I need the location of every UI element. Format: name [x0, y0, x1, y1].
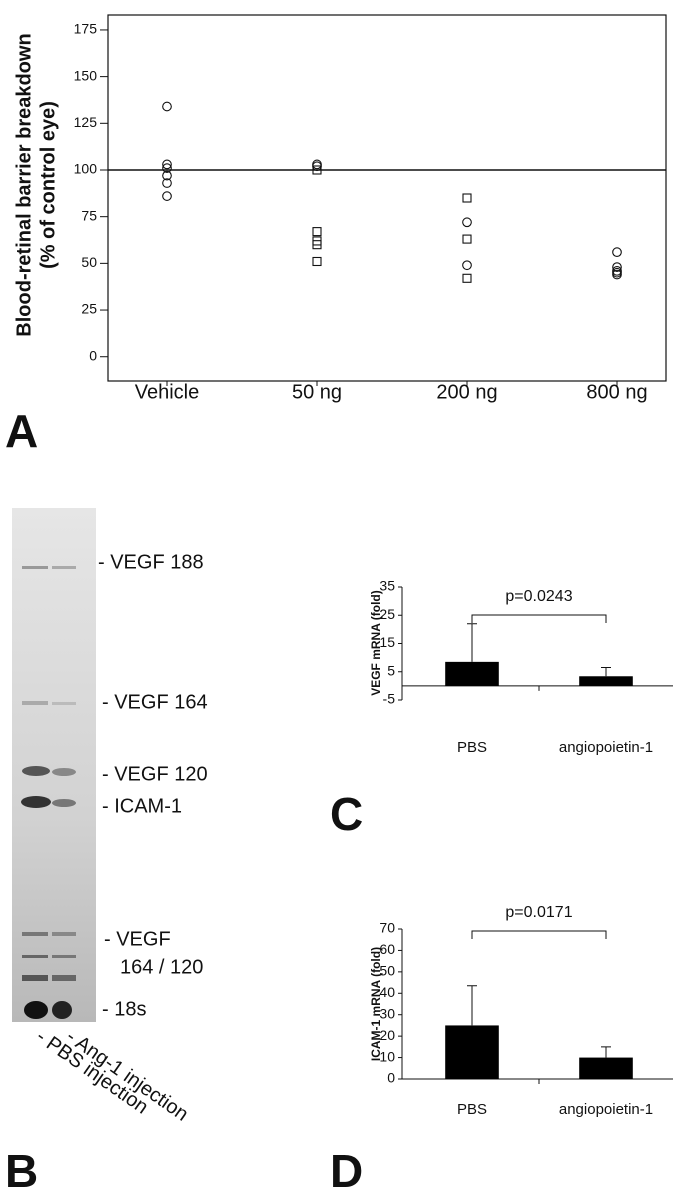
bar: [579, 676, 633, 686]
y-tick-label: 50: [81, 254, 97, 270]
y-tick-label: 35: [379, 578, 395, 594]
panel-label: C: [330, 788, 363, 840]
plot-frame: [107, 14, 667, 382]
annotation: p=0.0171: [505, 904, 572, 921]
band-label: - VEGF 188: [98, 551, 204, 573]
point: [162, 163, 172, 173]
y-tick-label: 70: [379, 920, 395, 936]
y-tick-label: -5: [383, 691, 396, 707]
bar: [445, 661, 499, 686]
y-axis-label: Blood-retinal barrier breakdown: [13, 33, 35, 336]
y-tick-label: 0: [387, 1070, 395, 1086]
point: [162, 101, 172, 112]
x-tick-label: PBS: [457, 739, 487, 756]
significance-bracket: [471, 930, 607, 939]
panel-label: D: [330, 1145, 363, 1197]
x-tick-label: angiopoietin-1: [559, 1101, 653, 1118]
band-label: - ICAM-1: [102, 795, 182, 817]
y-tick-label: 20: [379, 1027, 395, 1043]
y-tick-label: 25: [81, 301, 97, 317]
band-label: 164 / 120: [120, 956, 203, 978]
y-tick-label: 60: [379, 941, 395, 957]
point: [612, 267, 622, 278]
x-tick-label: Vehicle: [135, 381, 200, 403]
y-tick-label: 40: [379, 984, 395, 1000]
panel-label: A: [5, 405, 38, 457]
point: [162, 191, 172, 201]
y-tick-label: 0: [89, 347, 97, 363]
x-tick-label: 800 ng: [586, 381, 647, 403]
point: [312, 240, 322, 250]
point: [612, 262, 622, 272]
gel-image: [12, 508, 96, 1022]
point: [312, 165, 322, 175]
y-tick-label: 15: [379, 634, 395, 650]
y-axis-label: (% of control eye): [37, 101, 59, 269]
y-tick-label: 125: [74, 114, 98, 130]
point: [462, 260, 472, 271]
point: [162, 170, 172, 181]
x-tick-label: 200 ng: [436, 381, 497, 403]
panel-label: B: [5, 1145, 38, 1197]
y-axis-label: VEGF mRNA (fold): [369, 590, 383, 696]
point: [312, 256, 322, 267]
band-label: - VEGF 120: [102, 763, 208, 785]
point: [462, 217, 472, 228]
band-label: - 18s: [102, 998, 146, 1020]
error-bar: [601, 667, 611, 677]
point: [612, 247, 622, 258]
error-bar: [467, 985, 477, 1026]
point: [462, 234, 472, 244]
point: [462, 193, 472, 203]
y-axis-label: ICAM-1 mRNA (fold): [369, 947, 383, 1061]
point: [162, 159, 172, 170]
band-label: - VEGF 164: [102, 691, 208, 713]
point: [162, 178, 172, 188]
error-bar: [601, 1046, 611, 1058]
y-tick-label: 100: [74, 161, 98, 177]
y-tick-label: 10: [379, 1048, 395, 1064]
band-label: - VEGF: [104, 928, 171, 950]
x-tick-label: 50 ng: [292, 381, 342, 403]
y-tick-label: 50: [379, 963, 395, 979]
y-tick-label: 30: [379, 1005, 395, 1021]
bar: [445, 1025, 499, 1079]
y-tick-label: 25: [379, 606, 395, 622]
point: [462, 273, 472, 283]
error-bar: [467, 623, 477, 662]
x-tick-label: angiopoietin-1: [559, 739, 653, 756]
point: [312, 159, 322, 170]
y-tick-label: 175: [74, 21, 98, 37]
bar: [579, 1057, 633, 1079]
significance-bracket: [471, 614, 607, 623]
point: [312, 227, 322, 237]
point: [612, 269, 622, 280]
y-tick-label: 5: [387, 662, 395, 678]
x-tick-label: PBS: [457, 1101, 487, 1118]
annotation: p=0.0243: [505, 588, 572, 605]
y-tick-label: 75: [81, 207, 97, 223]
y-tick-label: 150: [74, 67, 98, 83]
